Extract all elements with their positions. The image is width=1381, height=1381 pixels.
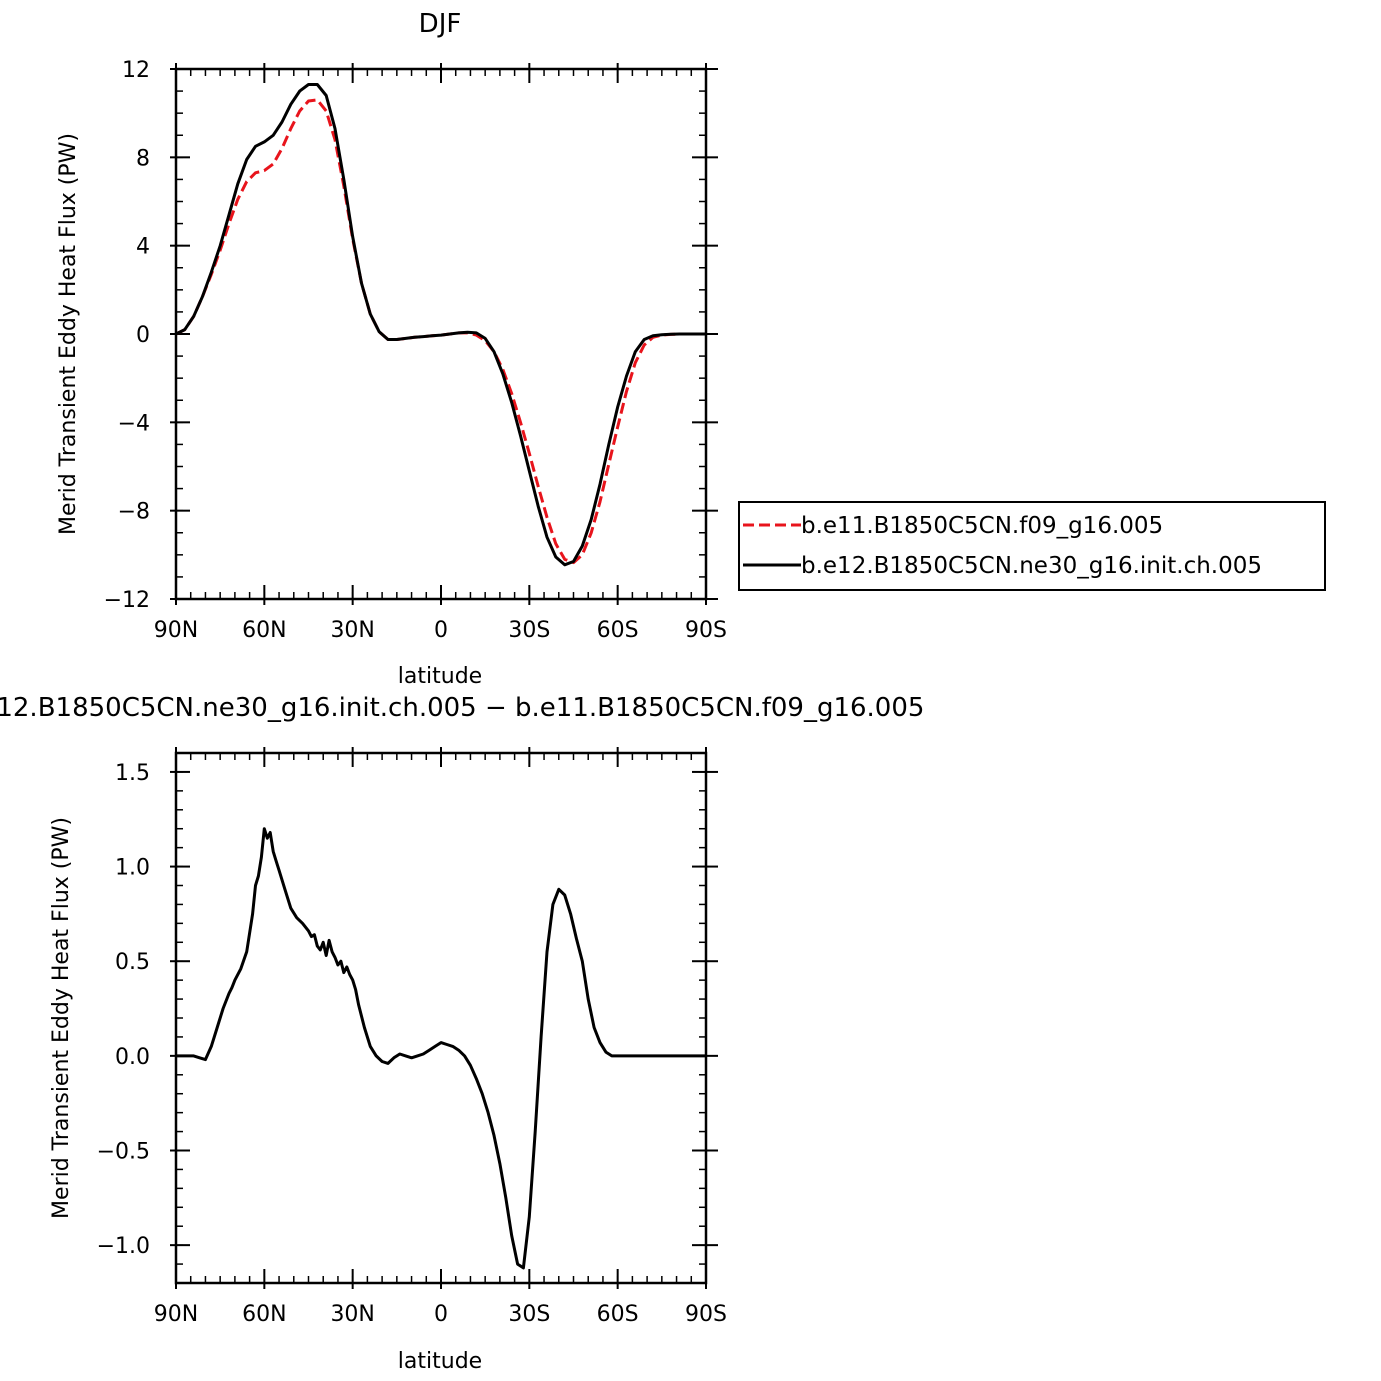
y-tick-label: −1.0 — [97, 1234, 150, 1259]
series-line-1 — [175, 98, 706, 565]
x-tick-label: 0 — [434, 618, 448, 643]
x-tick-label: 60S — [597, 1302, 639, 1327]
legend: b.e11.B1850C5CN.f09_g16.005 b.e12.B1850C… — [738, 501, 1326, 591]
y-tick-label: 4 — [136, 235, 150, 260]
y-tick-label: 0 — [136, 323, 150, 348]
top-ticks: 90N 60N 30N 0 30S 60S 90S 12 8 4 0 −4 −8 −12 — [104, 58, 727, 643]
y-tick-label: −0.5 — [97, 1140, 150, 1165]
bottom-series — [176, 827, 706, 1270]
bottom-panel: b.e12.B1850C5CN.ne30_g16.init.ch.005 − b… — [0, 693, 924, 1374]
x-tick-label: 90N — [154, 1302, 198, 1327]
y-tick-label: 1.5 — [115, 761, 150, 786]
x-tick-label: 60N — [242, 1302, 286, 1327]
y-tick-label: 1.0 — [115, 856, 150, 881]
x-tick-label: 30N — [330, 618, 374, 643]
top-series — [175, 83, 706, 567]
x-tick-label: 30S — [508, 618, 550, 643]
y-tick-label: −12 — [104, 588, 150, 613]
x-tick-label: 60S — [597, 618, 639, 643]
x-tick-label: 90S — [685, 618, 727, 643]
x-tick-label: 30N — [330, 1302, 374, 1327]
x-tick-label: 30S — [508, 1302, 550, 1327]
top-plot-title: DJF — [419, 9, 462, 39]
bottom-y-axis-title: Merid Transient Eddy Heat Flux (PW) — [49, 817, 74, 1219]
y-tick-label: 12 — [122, 58, 150, 83]
top-plot-frame — [174, 67, 708, 601]
y-tick-label: 0.5 — [115, 950, 150, 975]
y-tick-label: −4 — [118, 411, 150, 436]
bottom-ticks: 90N 60N 30N 0 30S 60S 90S 1.5 1.0 0.5 0.0 −0.5 −1.0 — [97, 747, 727, 1327]
y-tick-label: 0.0 — [115, 1045, 150, 1070]
y-tick-label: −8 — [118, 500, 150, 525]
series-line-1 — [176, 827, 706, 1270]
x-tick-label: 0 — [434, 1302, 448, 1327]
legend-label-series-2: b.e12.B1850C5CN.ne30_g16.init.ch.005 — [801, 553, 1262, 579]
top-panel: DJF 90N 60N 30N 0 30S 60S 90S 12 8 4 0 −4 −8 −12 lati… — [56, 9, 1326, 689]
top-x-axis-title: latitude — [398, 664, 482, 689]
bottom-plot-frame — [174, 751, 708, 1285]
legend-label-series-1: b.e11.B1850C5CN.f09_g16.005 — [801, 513, 1163, 539]
series-line-2 — [175, 83, 706, 567]
x-tick-label: 60N — [242, 618, 286, 643]
x-tick-label: 90N — [154, 618, 198, 643]
bottom-x-axis-title: latitude — [398, 1349, 482, 1374]
y-tick-label: 8 — [136, 146, 150, 171]
legend-box — [738, 501, 1326, 591]
bottom-plot-title: b.e12.B1850C5CN.ne30_g16.init.ch.005 − b… — [0, 693, 924, 723]
top-y-axis-title: Merid Transient Eddy Heat Flux (PW) — [56, 133, 81, 535]
x-tick-label: 90S — [685, 1302, 727, 1327]
